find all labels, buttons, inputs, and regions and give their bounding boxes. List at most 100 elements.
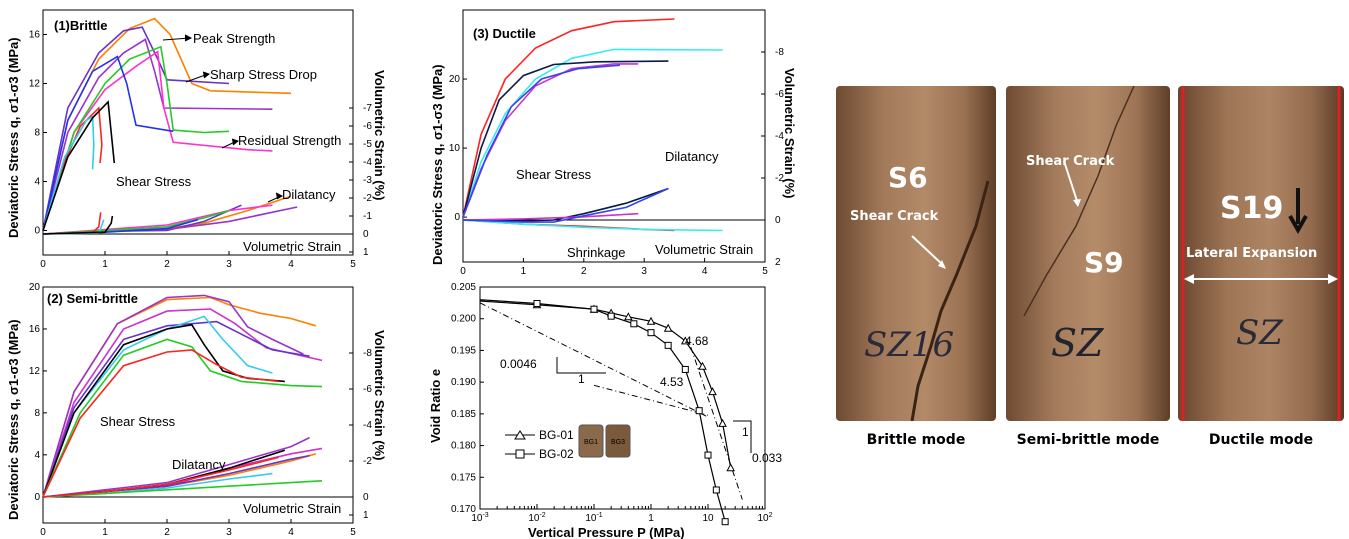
svg-text:SZ16: SZ16 <box>864 325 954 365</box>
square-marker <box>681 365 689 373</box>
y-axis-label: Void Ratio e <box>428 369 443 443</box>
annotation-volumetric-strain: Volumetric Strain <box>243 239 341 254</box>
slope-triangles <box>556 357 752 453</box>
triangle-marker <box>708 387 717 396</box>
y2-tick-label: -5 <box>363 139 372 150</box>
panel-title: (3) Ductile <box>473 26 536 41</box>
annotation-one-b: 1 <box>742 425 749 439</box>
square-marker <box>721 518 729 526</box>
square-marker <box>712 486 720 494</box>
square-marker <box>607 312 615 320</box>
y2-tick-label: 0 <box>363 229 369 240</box>
annotations: Shear Stress Dilatancy Shrinkage Volumet… <box>516 149 753 260</box>
shear-crack-label: Shear Crack <box>850 209 939 224</box>
void-ratio-series-line <box>479 300 732 468</box>
y2-tick-label: -4 <box>363 157 372 168</box>
y2-tick-label: -6 <box>775 89 784 100</box>
y2-tick-label: -8 <box>775 47 784 58</box>
y-tick-label: 10 <box>449 143 461 154</box>
legend-bg-02: BG-02 <box>539 447 574 461</box>
square-marker <box>704 451 712 459</box>
x-tick-label: 10-1 <box>585 512 602 524</box>
triangle-marker <box>663 323 673 332</box>
annotations: 4.68 4.53 0.0046 1 1 0.033 <box>500 334 782 465</box>
shear-crack-label: Shear Crack <box>1026 154 1115 169</box>
x-tick-label: 4 <box>288 527 294 538</box>
annotation-shear-stress: Shear Stress <box>116 174 192 189</box>
triangle-marker <box>646 316 656 325</box>
y2-tick-label: 1 <box>363 247 369 258</box>
x-tick-label: 0 <box>40 527 46 538</box>
annotations: Shear Stress Dilatancy Volumetric Strain <box>100 414 341 516</box>
sample-label-s19: S19 <box>1220 191 1284 226</box>
y-tick-label: 20 <box>449 74 461 85</box>
y-axis-label: Deviatoric Stress q, σ1-σ3 (MPa) <box>6 37 21 238</box>
x-tick-label: 5 <box>350 527 356 538</box>
y2-tick-label: -4 <box>363 420 372 431</box>
annotation-one-a: 1 <box>578 372 585 386</box>
x-tick-label: 4 <box>702 266 708 275</box>
y-tick-label: 0.205 <box>451 282 476 293</box>
y2-tick-label: -6 <box>363 384 372 395</box>
triangle-marker <box>718 418 727 427</box>
square-marker <box>590 305 598 313</box>
stress-series-line <box>462 63 639 218</box>
y-tick-label: 0.200 <box>451 314 476 325</box>
annotation-sharp-stress-drop: Sharp Stress Drop <box>210 67 317 82</box>
y2-tick-label: -1 <box>363 211 372 222</box>
stress-series-line <box>462 60 669 218</box>
x-tick-label: 1 <box>648 513 654 524</box>
reference-line <box>690 347 743 500</box>
annotation-dilatancy: Dilatancy <box>172 457 226 472</box>
y2-tick-label: -6 <box>363 121 372 132</box>
plot-frame <box>42 286 354 524</box>
svg-text:SZ: SZ <box>1051 321 1104 365</box>
stress-series-line <box>462 18 675 218</box>
y-tick-label: 16 <box>29 30 41 41</box>
y2-axis-label: Volumetric Strain (%) <box>782 68 797 199</box>
annotation-peak-strength: Peak Strength <box>193 31 275 46</box>
photo-brittle: SZ16 S6 Shear Crack <box>836 86 996 421</box>
y2-tick-label: 1 <box>363 510 369 521</box>
x-tick-label: 0 <box>40 259 46 270</box>
legend-photo-bg1 <box>578 424 604 458</box>
svg-text:BG1: BG1 <box>584 439 598 446</box>
stress-series-line <box>42 26 230 231</box>
y2-tick-label: 0 <box>363 492 369 503</box>
y2-axis-label: Volumetric Strain (%) <box>372 330 385 461</box>
x-axis-label: Vertical Pressure P (MPa) <box>528 525 685 539</box>
triangle-marker <box>680 336 690 345</box>
sample-label-s9: S9 <box>1084 246 1124 279</box>
y-axis-label: Deviatoric Stress q, σ1-σ3 (MPa) <box>430 64 445 265</box>
volumetric-series-line <box>462 187 669 222</box>
annotation-volumetric-strain: Volumetric Strain <box>655 242 753 257</box>
y2-tick-label: -7 <box>363 103 372 114</box>
x-tick-label: 10-2 <box>528 512 545 524</box>
stress-series-line <box>42 115 95 231</box>
y-tick-label: 8 <box>34 128 40 139</box>
annotation-shear-stress: Shear Stress <box>100 414 176 429</box>
y-tick-label: 12 <box>29 79 41 90</box>
y2-axis-label: Volumetric Strain (%) <box>372 70 385 201</box>
y2-tick-label: -3 <box>363 175 372 186</box>
y-tick-label: 0.185 <box>451 409 476 420</box>
x-tick-label: 4 <box>288 259 294 270</box>
x-tick-label: 1 <box>102 259 108 270</box>
legend-bg-01: BG-01 <box>539 428 574 442</box>
triangle-marker <box>726 463 736 472</box>
annotation-slope-1: 4.68 <box>685 334 709 348</box>
caption-semi-brittle: Semi-brittle mode <box>1016 432 1160 448</box>
annotations: Peak Strength Sharp Stress Drop Residual… <box>116 31 341 254</box>
plot-frame <box>479 286 766 510</box>
caption-brittle: Brittle mode <box>866 432 966 448</box>
stress-series-line <box>462 64 621 218</box>
y-tick-label: 0.190 <box>451 377 476 388</box>
y-tick-label: 0.175 <box>451 472 476 483</box>
panel-title: (2) Semi-brittle <box>47 291 138 306</box>
y2-tick-label: 2 <box>775 257 781 268</box>
volumetric-series-line <box>462 212 639 221</box>
x-tick-label: 3 <box>226 527 232 538</box>
